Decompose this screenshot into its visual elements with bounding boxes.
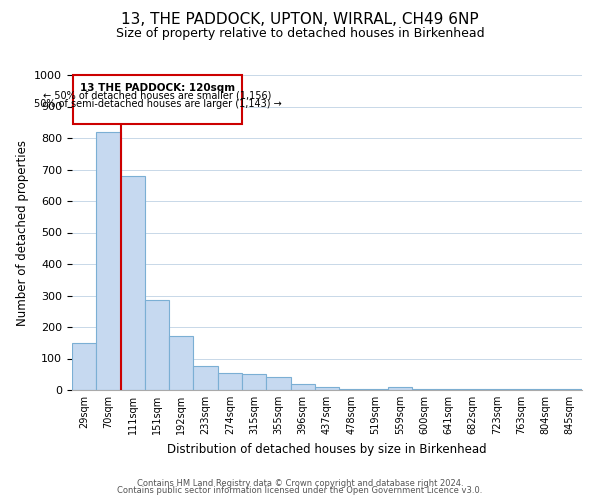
Bar bbox=[266, 377, 290, 390]
Text: 50% of semi-detached houses are larger (1,143) →: 50% of semi-detached houses are larger (… bbox=[34, 98, 281, 108]
Text: Contains HM Land Registry data © Crown copyright and database right 2024.: Contains HM Land Registry data © Crown c… bbox=[137, 478, 463, 488]
Text: Size of property relative to detached houses in Birkenhead: Size of property relative to detached ho… bbox=[116, 28, 484, 40]
X-axis label: Distribution of detached houses by size in Birkenhead: Distribution of detached houses by size … bbox=[167, 442, 487, 456]
Bar bbox=[315, 387, 339, 390]
Bar bbox=[169, 336, 193, 390]
Bar bbox=[290, 384, 315, 390]
Bar bbox=[218, 372, 242, 390]
Bar bbox=[72, 343, 96, 390]
Bar bbox=[145, 300, 169, 390]
Text: 13 THE PADDOCK: 120sqm: 13 THE PADDOCK: 120sqm bbox=[80, 83, 235, 93]
Text: 13, THE PADDOCK, UPTON, WIRRAL, CH49 6NP: 13, THE PADDOCK, UPTON, WIRRAL, CH49 6NP bbox=[121, 12, 479, 28]
Bar bbox=[242, 374, 266, 390]
Bar bbox=[388, 387, 412, 390]
Bar bbox=[121, 176, 145, 390]
Bar bbox=[193, 366, 218, 390]
Bar bbox=[73, 75, 242, 124]
Y-axis label: Number of detached properties: Number of detached properties bbox=[16, 140, 29, 326]
Text: Contains public sector information licensed under the Open Government Licence v3: Contains public sector information licen… bbox=[118, 486, 482, 495]
Text: ← 50% of detached houses are smaller (1,156): ← 50% of detached houses are smaller (1,… bbox=[43, 91, 272, 101]
Bar bbox=[96, 132, 121, 390]
